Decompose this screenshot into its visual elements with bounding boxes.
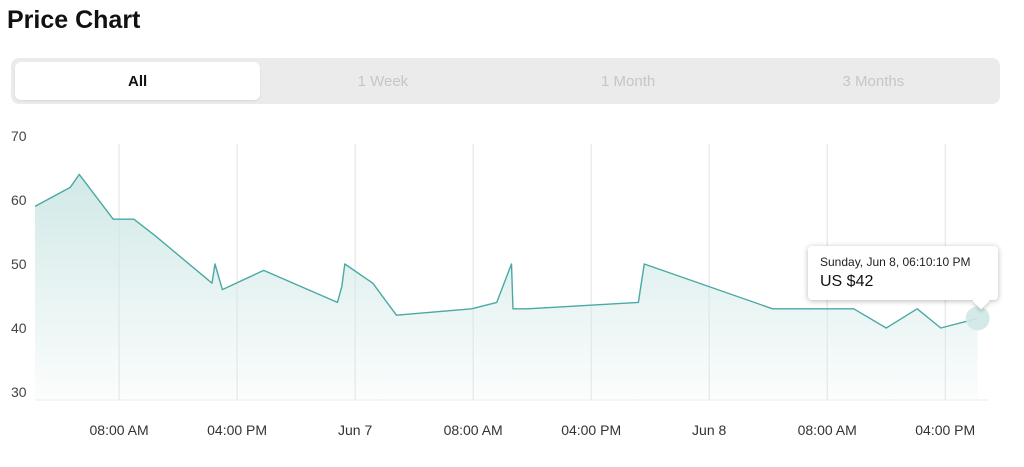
page-title: Price Chart: [7, 6, 141, 34]
tooltip-date: Sunday, Jun 8, 06:10:10 PM: [820, 255, 971, 269]
tab-all[interactable]: All: [15, 62, 261, 100]
y-tick-label: 50: [11, 256, 27, 272]
price-area: [35, 174, 978, 400]
tab-1-week[interactable]: 1 Week: [357, 72, 409, 90]
price-chart-svg[interactable]: 30 40 50 60 70 08:00 AM 04:00 PM Jun 7 08:00 AM 0…: [0, 120, 1024, 467]
x-tick-label: 04:00 PM: [207, 422, 267, 438]
price-tooltip: Sunday, Jun 8, 06:10:10 PM US $42: [808, 246, 998, 300]
x-tick-label: 08:00 AM: [90, 422, 149, 438]
x-tick-label: 04:00 PM: [915, 422, 975, 438]
tooltip-price: US $42: [820, 273, 874, 290]
x-tick-label: Jun 7: [338, 422, 372, 438]
tab-3-months[interactable]: 3 Months: [842, 72, 905, 90]
y-tick-label: 30: [11, 384, 27, 400]
tab-1-month[interactable]: 1 Month: [601, 72, 656, 90]
price-chart[interactable]: 30 40 50 60 70 08:00 AM 04:00 PM Jun 7 08:00 AM 0…: [0, 120, 1024, 467]
x-tick-label: 04:00 PM: [561, 422, 621, 438]
y-tick-label: 70: [11, 128, 27, 144]
y-tick-label: 60: [11, 192, 27, 208]
x-tick-label: 08:00 AM: [444, 422, 503, 438]
y-tick-label: 40: [11, 320, 27, 336]
time-range-tabs: All 1 Week 1 Month 3 Months: [11, 58, 1000, 104]
x-tick-label: 08:00 AM: [798, 422, 857, 438]
highlight-marker: [965, 306, 990, 331]
price-line: [34, 173, 978, 329]
x-tick-label: Jun 8: [692, 422, 726, 438]
